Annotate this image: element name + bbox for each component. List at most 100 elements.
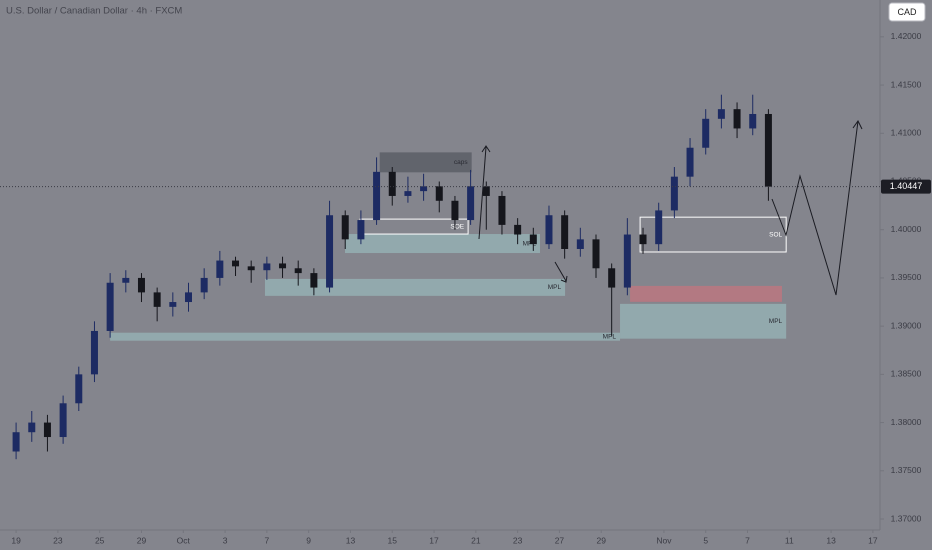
candle-body [623,234,631,288]
currency-label[interactable]: CAD [897,7,917,17]
candle-body [655,210,663,245]
candle-body [341,215,349,240]
candle-body [153,292,161,307]
candles [12,94,772,460]
arrow-head [481,145,491,153]
y-tick-label: 1.39500 [891,272,922,282]
x-tick-label: Oct [177,535,191,545]
candle-body [451,200,459,221]
zone-label: MPL [548,284,562,291]
candle-body [184,292,192,303]
candle-body [529,234,537,245]
x-tick-label: 7 [264,535,269,545]
x-tick-label: 17 [429,535,439,545]
zone [264,278,566,296]
x-tick-label: 27 [555,535,565,545]
candle-body [59,403,67,438]
x-tick-label: 9 [306,535,311,545]
zone [630,285,782,302]
candle-body [90,330,98,375]
candle-body [200,277,208,293]
y-tick-label: 1.37500 [891,465,922,475]
candle-body [75,374,83,404]
x-tick-label: 23 [53,535,63,545]
arrow-line [478,146,487,240]
x-tick-label: 7 [745,535,750,545]
arrow-line [554,261,567,282]
x-tick-label: 19 [11,535,21,545]
candle-body [357,220,365,240]
x-tick-label: 5 [703,535,708,545]
candle-body [373,171,381,221]
y-tick-label: 1.42000 [891,31,922,41]
candle-body [169,302,177,307]
x-tick-label: 21 [471,535,481,545]
candle-body [388,171,396,196]
x-tick-label: 23 [513,535,523,545]
candle-body [28,422,36,433]
candle-body [247,266,255,271]
candle-body [263,263,271,271]
x-tick-label: 29 [137,535,147,545]
zone [379,152,472,173]
candle-body [12,432,20,452]
candle-body [326,215,334,288]
candle-body [764,113,772,187]
candle-body [608,268,616,288]
currency-button[interactable] [888,2,926,22]
candle-body [420,186,428,192]
candle-body [498,195,506,225]
arrow-head [560,275,568,283]
y-tick-label: 1.39000 [891,320,922,330]
arrow-head [852,120,863,130]
zone-label: SOE [450,223,464,230]
x-tick-label: 11 [785,535,794,545]
candle-body [749,113,757,129]
candle-body [733,109,741,129]
candle-body [482,186,490,196]
zone [345,234,540,254]
y-tick-label: 1.41000 [891,128,922,138]
x-tick-label: 13 [826,535,836,545]
y-tick-label: 1.37000 [891,513,922,523]
chart-title: U.S. Dollar / Canadian Dollar · 4h · FXC… [6,6,182,17]
candle-body [43,422,51,438]
axes: 1.37000 1.37500 1.38000 1.38500 1.39000 1.395… [0,31,931,545]
candle-body [545,215,553,245]
zone-label: SOL [769,231,782,238]
candle-body [670,176,678,211]
candle-body [279,263,287,269]
candle-body [514,224,522,235]
zone-label: MPL [603,333,617,340]
candle-body [467,186,475,221]
x-tick-label: 13 [346,535,356,545]
candle-body [294,268,302,274]
candle-body [137,277,145,293]
candle-body [404,191,412,196]
zone-label: MPL [523,240,537,247]
x-tick-label: Nov [656,535,672,545]
last-price-box [881,179,931,194]
x-tick-label: 29 [596,535,606,545]
zone [110,332,621,341]
x-tick-label: 17 [868,535,878,545]
drawings [478,120,863,296]
zones: caps MPL SOE MPL MPL SOL MPL [110,152,787,341]
candle-body [576,239,584,249]
candle-body [717,109,725,119]
y-tick-label: 1.38000 [891,417,922,427]
last-price-label: 1.40447 [890,181,923,191]
x-tick-label: 15 [388,535,398,545]
candle-body [232,260,240,267]
zone-label: caps [454,159,468,166]
projection-path [771,120,859,296]
candle-body [639,234,647,245]
candle-body [686,147,694,177]
candle-body [435,186,443,201]
candle-body [122,277,130,283]
candle-body [216,260,224,278]
y-tick-label: 1.41500 [891,79,922,89]
candle-body [702,118,710,148]
